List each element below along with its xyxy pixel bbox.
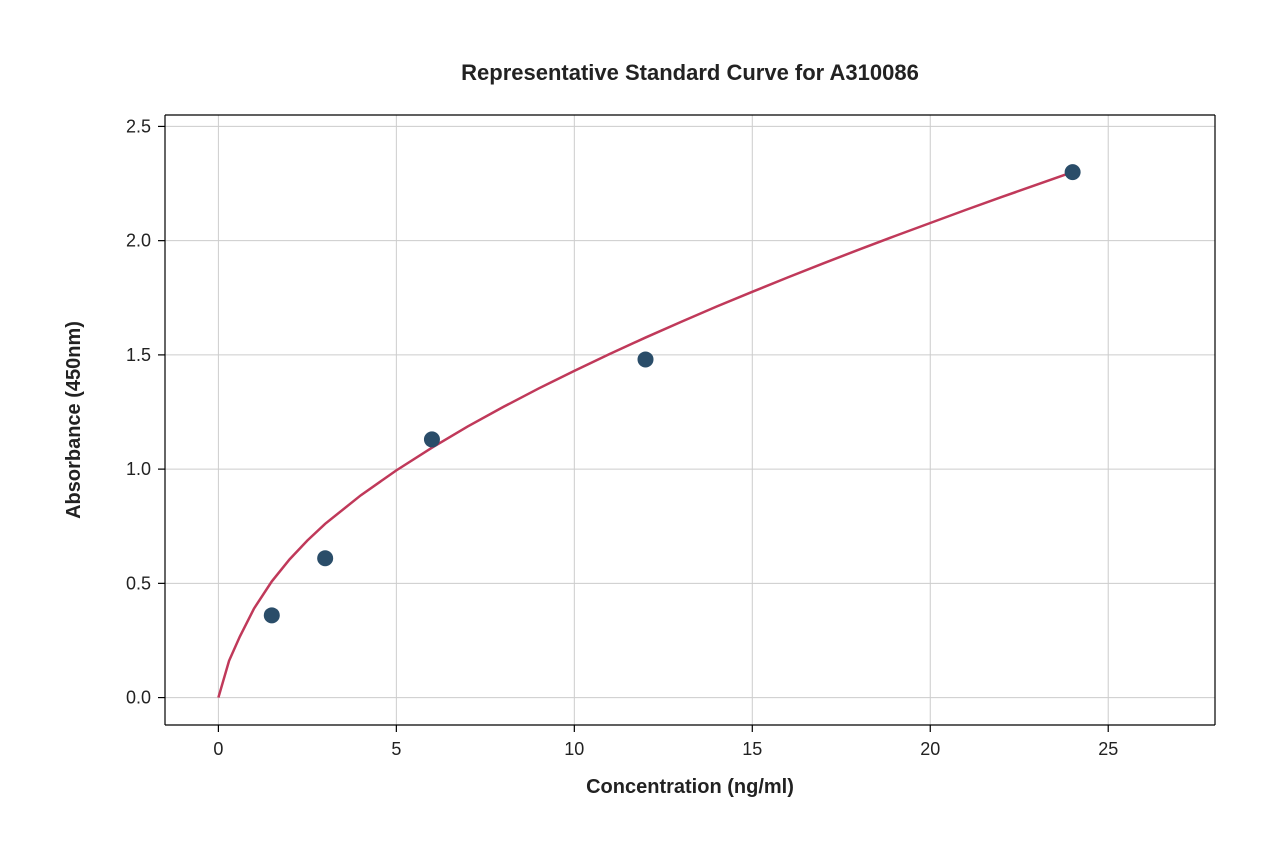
y-tick-label: 0.5 bbox=[126, 573, 151, 593]
y-tick-label: 1.0 bbox=[126, 459, 151, 479]
x-tick-label: 20 bbox=[920, 739, 940, 759]
chart-container: 0 5 10 15 20 25 0.0 0.5 1.0 1.5 2.0 2.5 Representati… bbox=[0, 0, 1280, 845]
y-axis-label: Absorbance (450nm) bbox=[63, 321, 85, 519]
y-tick-label: 2.0 bbox=[126, 231, 151, 251]
data-point bbox=[638, 351, 654, 367]
data-point bbox=[424, 431, 440, 447]
y-tick-label: 2.5 bbox=[126, 116, 151, 136]
data-point bbox=[1065, 164, 1081, 180]
data-point bbox=[317, 550, 333, 566]
x-axis-label: Concentration (ng/ml) bbox=[586, 776, 794, 798]
chart-title: Representative Standard Curve for A31008… bbox=[461, 60, 919, 85]
y-tick-label: 1.5 bbox=[126, 345, 151, 365]
x-tick-label: 15 bbox=[742, 739, 762, 759]
plot-background bbox=[165, 115, 1215, 725]
chart-svg: 0 5 10 15 20 25 0.0 0.5 1.0 1.5 2.0 2.5 Representati… bbox=[0, 0, 1280, 845]
data-point bbox=[264, 607, 280, 623]
x-tick-label: 5 bbox=[391, 739, 401, 759]
x-tick-label: 10 bbox=[564, 739, 584, 759]
x-tick-label: 25 bbox=[1098, 739, 1118, 759]
y-tick-label: 0.0 bbox=[126, 688, 151, 708]
x-tick-label: 0 bbox=[213, 739, 223, 759]
